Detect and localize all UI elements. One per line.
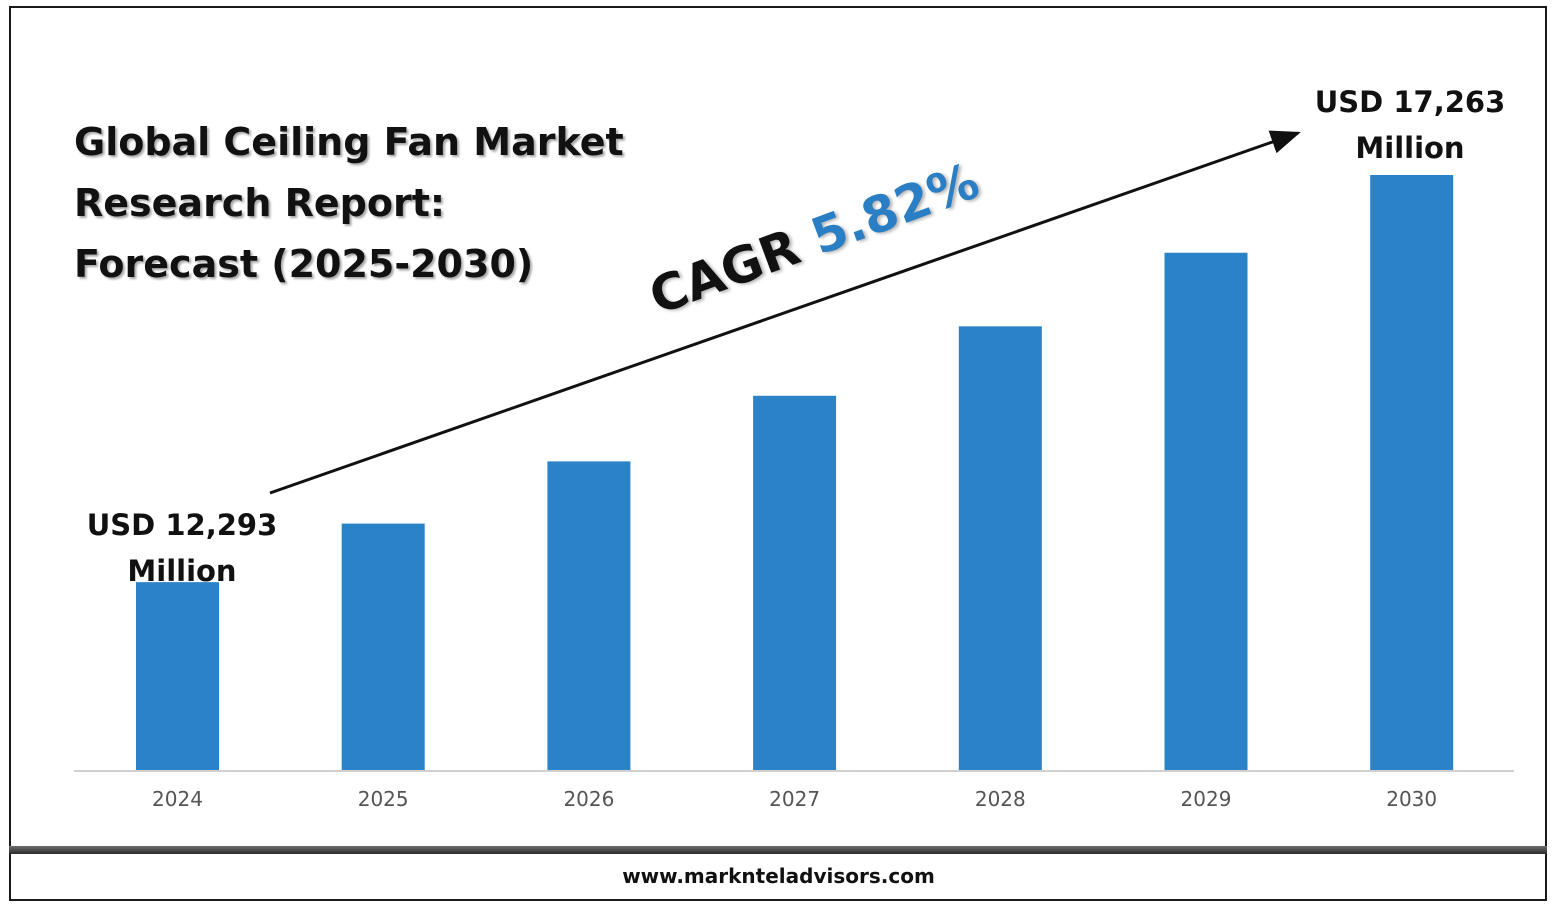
x-tick-2027: 2027 [769,787,820,811]
bar-2026 [547,461,631,770]
bar-2027 [753,395,837,770]
title-line-3: Forecast (2025-2030) [74,242,534,286]
start-value-line-1: USD 12,293 [86,508,278,542]
title-line-1: Global Ceiling Fan Market [74,120,624,164]
start-value-line-2: Million [127,554,237,588]
cagr-arrow [269,130,1301,495]
end-value-line-1: USD 17,263 [1314,85,1506,119]
footer-bar [9,846,1547,854]
start-value-callout: USD 12,293 Million [52,502,312,594]
bar-2024 [136,582,219,770]
bar-2025 [341,523,425,770]
bar-2028 [958,326,1042,770]
x-tick-2030: 2030 [1386,787,1437,811]
bar-2030 [1370,175,1454,770]
x-tick-2029: 2029 [1181,787,1232,811]
x-tick-2025: 2025 [358,787,409,811]
x-tick-2028: 2028 [975,787,1026,811]
end-value-callout: USD 17,263 Million [1280,79,1540,171]
end-value-line-2: Million [1355,131,1465,165]
bar-2029 [1164,252,1248,771]
footer-website: www.marknteladvisors.com [622,864,935,888]
title-line-2: Research Report: [74,181,446,225]
chart-title: Global Ceiling Fan Market Research Repor… [74,112,674,295]
x-tick-2024: 2024 [152,787,203,811]
x-tick-2026: 2026 [563,787,614,811]
